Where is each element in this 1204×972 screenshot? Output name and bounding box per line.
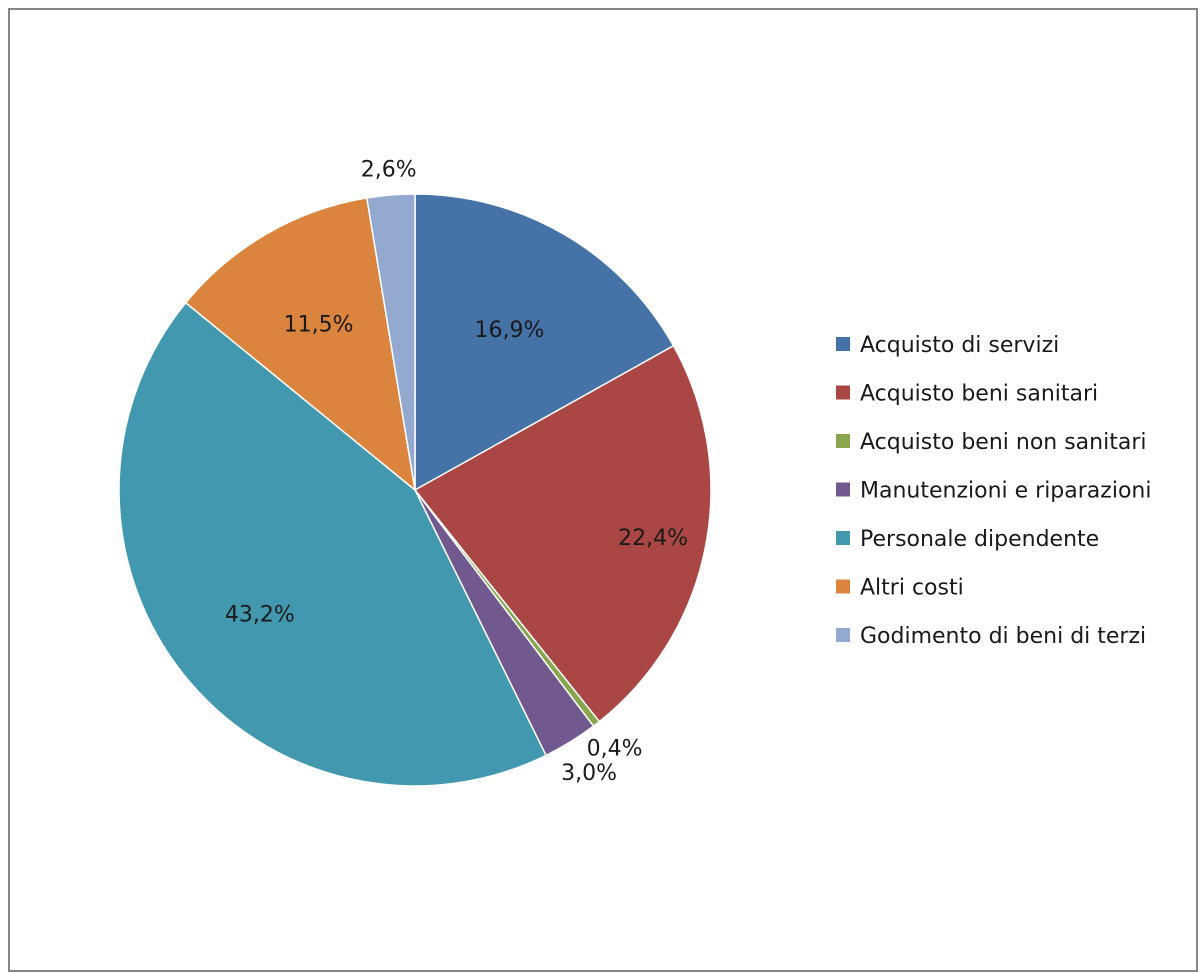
legend-swatch-2 [836,385,850,400]
legend-swatch-5 [836,531,850,545]
data-label-3: 0,4% [587,736,643,761]
legend-swatch-1 [836,337,850,351]
legend-label-1: Acquisto di servizi [860,333,1059,358]
pie-chart: 16,9% 22,4% 0,4%3,0% 43,2% 11,5% 2,6% Acquist… [118,157,1151,787]
data-label-7: 2,6% [361,157,417,182]
pie-slice-2 [413,344,712,723]
data-label-1: 16,9% [474,318,544,343]
data-label-2: 22,4% [618,526,688,551]
data-label-4: 3,0% [561,761,617,786]
legend-swatch-3 [836,434,850,448]
legend-label-7: Godimento di beni di terzi [860,624,1146,649]
legend: Acquisto di servizi Acquisto beni sanitar… [836,333,1151,649]
legend-label-5: Personale dipendente [860,527,1099,552]
data-label-5: 43,2% [225,603,295,628]
pie-slice-6 [184,197,417,492]
legend-swatch-4 [836,482,850,497]
legend-label-3: Acquisto beni non sanitari [860,430,1146,455]
pie-slice-5 [118,301,548,787]
legend-label-2: Acquisto beni sanitari [860,382,1098,407]
pie-slices [118,193,712,787]
chart-area: 16,9% 22,4% 0,4% 3,0% 43,2% 11,5% 2,6% Acquist… [8,8,1198,972]
data-labels: 16,9% 22,4% 0,4%3,0% 43,2% 11,5% 2,6% [225,157,688,786]
legend-label-4: Manutenzioni e riparazioni [860,479,1151,504]
legend-label-6: Altri costi [860,576,964,601]
legend-swatch-7 [836,628,850,642]
pie-slice-1 [414,193,675,492]
data-label-6: 11,5% [284,312,354,337]
pie-slice-7 [365,193,416,491]
legend-swatch-6 [836,579,850,594]
